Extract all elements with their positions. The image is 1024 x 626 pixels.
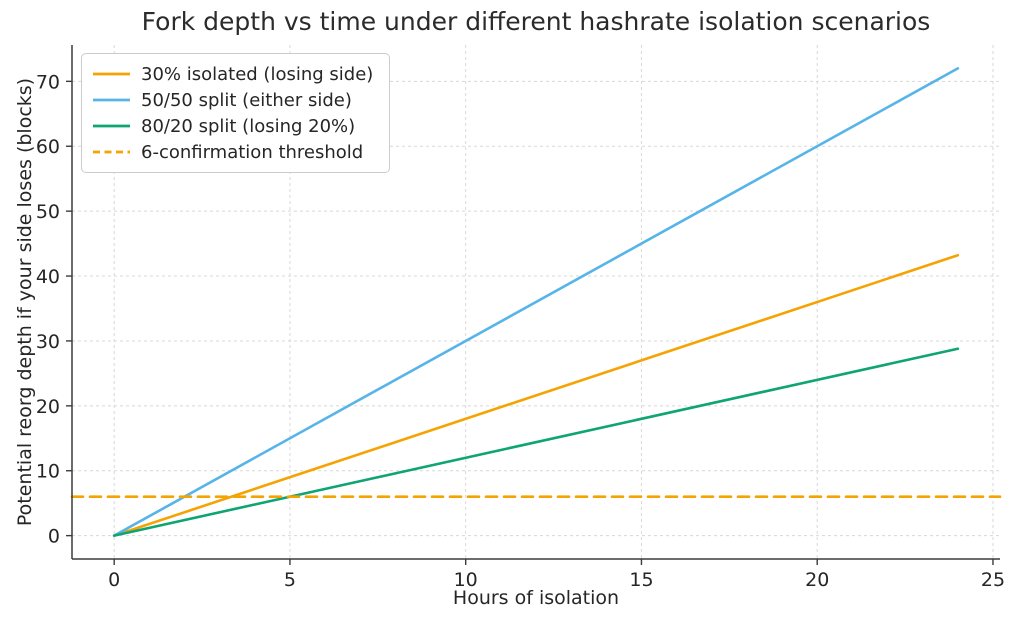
x-tick-label: 25 [981,569,1005,591]
x-tick-label: 10 [454,569,478,591]
legend-swatch-dashed-line [93,149,130,155]
series-line-1 [112,67,960,537]
legend-item: 80/20 split (losing 20%) [93,113,373,139]
chart-title: Fork depth vs time under different hashr… [141,7,931,36]
x-tick-label: 15 [629,569,653,591]
y-tick-label: 40 [36,266,60,288]
legend-swatch-line [93,97,130,103]
y-tick-label: 0 [48,526,60,548]
legend-label: 6-confirmation threshold [141,141,364,163]
legend-item: 30% isolated (losing side) [93,61,373,87]
legend-swatch-line [93,123,130,129]
y-tick-label: 50 [36,201,60,223]
legend-label: 80/20 split (losing 20%) [141,115,356,137]
y-tick-label: 60 [36,136,60,158]
legend: 30% isolated (losing side) 50/50 split (e… [81,53,391,173]
y-axis-label: Potential reorg depth if your side loses… [14,77,36,527]
legend-item: 6-confirmation threshold [93,139,373,165]
y-tick-label: 20 [36,396,60,418]
x-tick-label: 0 [108,569,120,591]
y-tick-label: 70 [36,71,60,93]
legend-swatch-line [93,71,130,77]
x-tick-label: 5 [284,569,296,591]
legend-label: 50/50 split (either side) [141,89,352,111]
series-line-2 [112,347,960,537]
legend-item: 50/50 split (either side) [93,87,373,113]
y-tick-label: 30 [36,331,60,353]
y-tick-label: 10 [36,461,60,483]
series-line-0 [112,253,960,537]
x-axis-label: Hours of isolation [452,587,620,609]
x-tick-label: 20 [805,569,829,591]
legend-label: 30% isolated (losing side) [141,63,374,85]
